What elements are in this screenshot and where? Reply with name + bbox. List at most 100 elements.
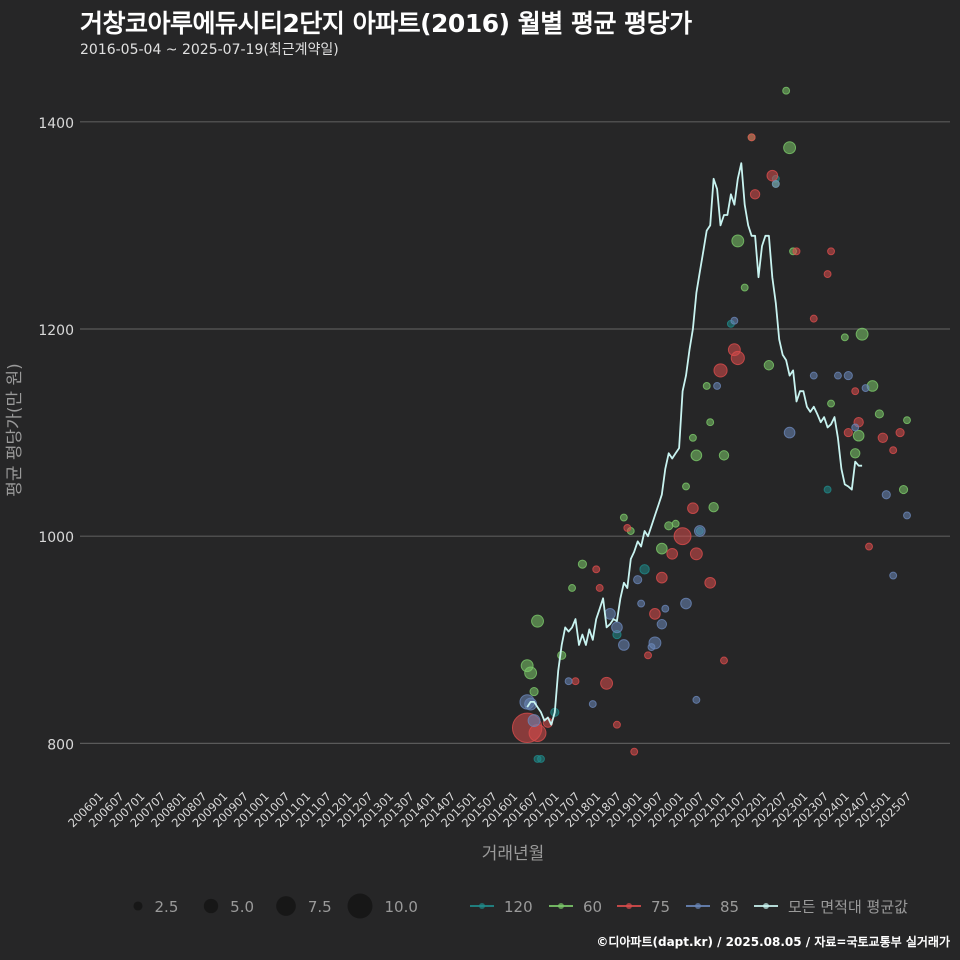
size-legend-dot xyxy=(276,896,296,916)
point-60 xyxy=(531,614,544,628)
point-60 xyxy=(619,513,628,522)
point-85 xyxy=(633,575,643,585)
size-legend-dot xyxy=(203,898,219,914)
point-75 xyxy=(713,363,728,378)
point-75 xyxy=(673,527,692,546)
scatter-points xyxy=(511,86,911,763)
legend-label: 모든 면적대 평균값 xyxy=(788,898,908,916)
point-85 xyxy=(564,677,573,686)
chart-title: 거창코아루에듀시티2단지 아파트(2016) 월별 평균 평당가 xyxy=(80,9,692,38)
point-75 xyxy=(623,523,632,532)
point-85 xyxy=(809,371,818,380)
point-85 xyxy=(656,619,668,630)
y-tick-label: 1400 xyxy=(38,116,74,132)
point-60 xyxy=(702,382,711,390)
point-85 xyxy=(588,700,597,708)
point-75 xyxy=(827,247,835,256)
point-85 xyxy=(680,597,692,610)
point-120 xyxy=(823,485,832,494)
point-85 xyxy=(843,371,853,381)
point-60 xyxy=(903,416,911,425)
point-60 xyxy=(529,687,539,697)
point-75 xyxy=(895,428,905,438)
point-60 xyxy=(827,399,835,408)
point-60 xyxy=(577,559,587,569)
point-60 xyxy=(706,418,715,427)
point-75 xyxy=(630,747,639,756)
legend-key-dot xyxy=(763,903,769,909)
point-75 xyxy=(720,656,728,665)
point-120 xyxy=(639,564,650,575)
point-75 xyxy=(571,677,580,686)
point-85 xyxy=(861,384,870,392)
point-75 xyxy=(612,720,621,729)
point-60 xyxy=(782,86,791,95)
point-85 xyxy=(661,604,670,613)
point-60 xyxy=(568,584,577,592)
point-85 xyxy=(771,180,780,188)
size-legend-label: 10.0 xyxy=(384,898,417,916)
point-85 xyxy=(903,511,911,520)
point-60 xyxy=(690,449,703,462)
y-axis: 800 1000 1200 1400 xyxy=(38,116,74,754)
point-75 xyxy=(592,565,601,574)
legend-label: 85 xyxy=(720,898,739,916)
average-line xyxy=(526,162,863,726)
point-75 xyxy=(843,428,853,438)
point-120 xyxy=(537,754,545,763)
point-60 xyxy=(708,501,719,513)
average-line-group xyxy=(526,162,863,726)
point-60 xyxy=(840,333,849,342)
point-75 xyxy=(666,547,679,560)
point-85 xyxy=(713,382,722,390)
point-60 xyxy=(557,650,567,660)
point-85 xyxy=(611,621,623,634)
legend-key-dot xyxy=(479,903,485,909)
point-60 xyxy=(874,409,884,419)
legend-label: 75 xyxy=(651,898,670,916)
point-60 xyxy=(682,482,690,491)
legend-key-dot xyxy=(626,903,632,909)
point-75 xyxy=(889,446,898,455)
point-85 xyxy=(783,426,796,439)
point-75 xyxy=(865,542,873,551)
point-75 xyxy=(877,432,889,443)
size-legend-label: 5.0 xyxy=(230,898,254,916)
x-axis: 2006012006072007012007072008012008072009… xyxy=(65,789,914,830)
point-75 xyxy=(809,314,818,323)
point-85 xyxy=(648,636,662,650)
point-85 xyxy=(881,490,891,500)
point-75 xyxy=(704,576,717,589)
point-75 xyxy=(595,584,604,592)
point-75 xyxy=(851,387,860,396)
point-60 xyxy=(855,327,869,341)
point-75 xyxy=(747,133,756,142)
point-85 xyxy=(637,599,646,608)
point-60 xyxy=(850,448,861,459)
point-75 xyxy=(656,571,668,584)
point-85 xyxy=(693,525,706,537)
legend-label: 60 xyxy=(583,898,602,916)
legend-label: 120 xyxy=(504,898,533,916)
point-75 xyxy=(644,651,652,660)
y-tick-label: 1000 xyxy=(38,530,74,546)
source-credit: ©디아파트(dapt.kr) / 2025.08.05 / 자료=국토교통부 실… xyxy=(596,935,950,949)
point-60 xyxy=(852,429,865,442)
size-legend-dot xyxy=(347,893,373,919)
point-60 xyxy=(898,484,909,495)
point-60 xyxy=(783,141,797,155)
size-legend-dot xyxy=(133,901,143,911)
point-60 xyxy=(718,450,730,461)
point-60 xyxy=(688,433,697,442)
gridlines xyxy=(80,121,950,744)
point-85 xyxy=(730,316,739,325)
point-75 xyxy=(749,189,761,200)
point-60 xyxy=(664,521,674,531)
point-75 xyxy=(730,350,745,366)
point-85 xyxy=(618,639,630,651)
y-axis-label: 평균 평당가(만 원) xyxy=(5,363,25,497)
point-60 xyxy=(763,360,775,371)
point-75 xyxy=(689,547,703,561)
legend-key-dot xyxy=(558,903,564,909)
